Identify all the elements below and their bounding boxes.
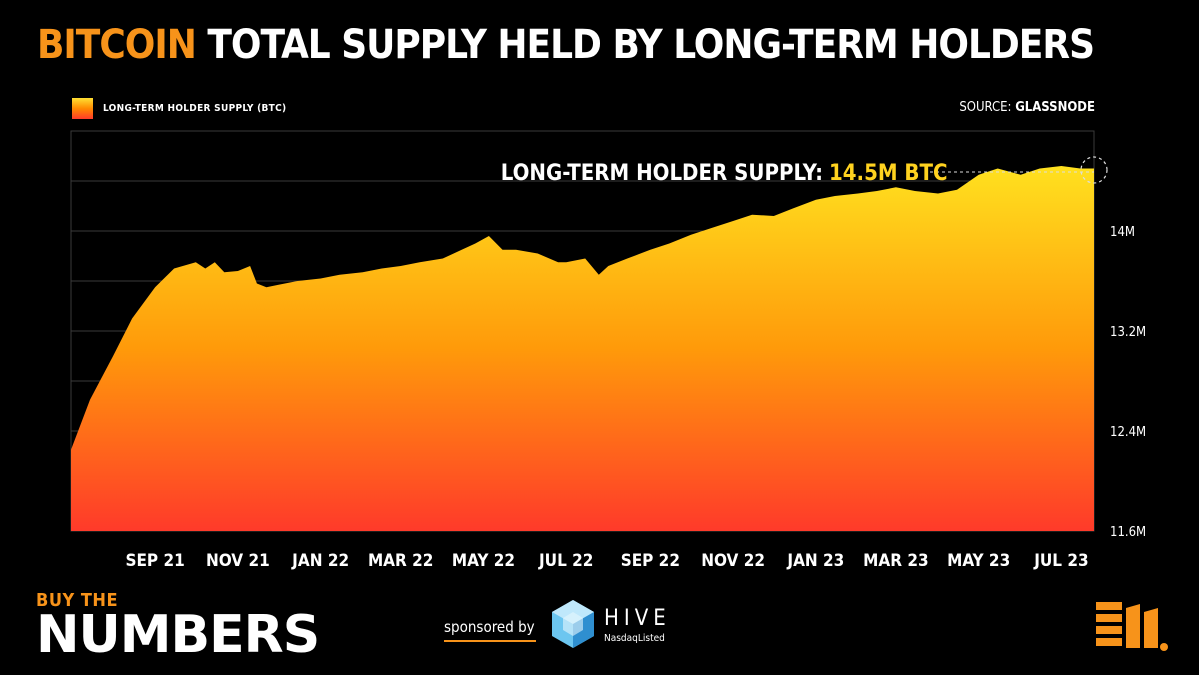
legend-label: LONG-TERM HOLDER SUPPLY (BTC) xyxy=(103,103,287,114)
x-tick-label: MAY 23 xyxy=(947,551,1010,571)
x-tick-label: MAY 22 xyxy=(452,551,515,571)
brand-numbers: NUMBERS xyxy=(36,605,320,665)
x-tick-label: MAR 22 xyxy=(368,551,433,571)
x-tick-label: JUL 23 xyxy=(1033,551,1088,571)
title-rest: TOTAL SUPPLY HELD BY LONG-TERM HOLDERS xyxy=(207,22,1095,68)
chart-legend: LONG-TERM HOLDER SUPPLY (BTC) xyxy=(72,98,286,119)
y-tick-label: 11.6M xyxy=(1110,525,1146,540)
y-tick-label: 12.4M xyxy=(1110,425,1146,440)
chart-annotation: LONG-TERM HOLDER SUPPLY: 14.5M BTC xyxy=(501,156,1108,186)
buy-the-numbers-logo: BUY THE NUMBERS xyxy=(36,590,320,665)
annotation-value: 14.5M BTC xyxy=(829,161,948,186)
x-axis-ticks: SEP 21 NOV 21 JAN 22 MAR 22 MAY 22 JUL 22 SEP … xyxy=(125,551,1088,571)
legend-swatch xyxy=(72,98,93,119)
sponsor-name: HIVE xyxy=(604,606,671,631)
x-tick-label: NOV 22 xyxy=(701,551,765,571)
series-area xyxy=(71,166,1094,531)
btm-logo-icon xyxy=(1096,602,1168,651)
x-tick-label: SEP 21 xyxy=(125,551,184,571)
x-tick-label: SEP 22 xyxy=(621,551,680,571)
title-accent: BITCOIN xyxy=(37,22,197,68)
brand-buy-the: BUY THE xyxy=(36,590,119,611)
y-tick-label: 13.2M xyxy=(1110,325,1146,340)
sponsored-underline xyxy=(444,640,536,642)
x-tick-label: MAR 23 xyxy=(863,551,928,571)
source-prefix: SOURCE: xyxy=(959,100,1012,115)
source-name: GLASSNODE xyxy=(1015,100,1095,115)
y-tick-label: 14M xyxy=(1110,225,1135,240)
sponsored-by-label: sponsored by xyxy=(444,618,535,636)
y-axis-ticks: 11.6M 12.4M 13.2M 14M xyxy=(1110,225,1146,540)
x-tick-label: NOV 21 xyxy=(206,551,270,571)
annotation-label: LONG-TERM HOLDER SUPPLY: xyxy=(501,161,823,186)
annotation-marker xyxy=(1080,156,1108,184)
x-tick-label: JAN 22 xyxy=(291,551,349,571)
hive-cube-icon xyxy=(552,600,594,648)
source-credit: SOURCE: GLASSNODE xyxy=(959,100,1095,115)
page-title: BITCOIN TOTAL SUPPLY HELD BY LONG-TERM H… xyxy=(37,22,1095,68)
x-tick-label: JUL 22 xyxy=(538,551,593,571)
sponsor-subtitle: NasdaqListed xyxy=(604,633,665,644)
x-tick-label: JAN 23 xyxy=(786,551,844,571)
area-chart: 11.6M 12.4M 13.2M 14M SEP 21 NOV 21 JAN 22 MAR… xyxy=(70,130,1146,571)
